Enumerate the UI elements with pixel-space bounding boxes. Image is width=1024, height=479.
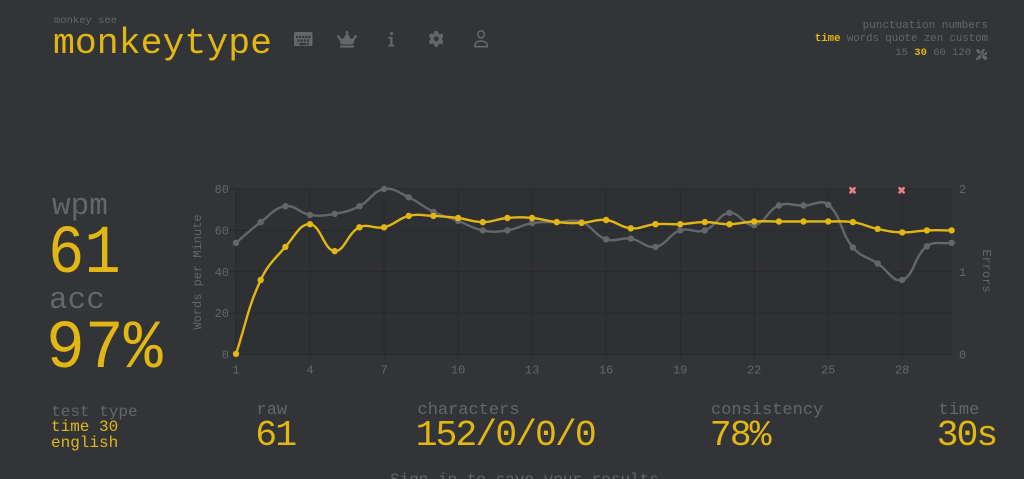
- svg-text:28: 28: [895, 364, 909, 378]
- svg-text:0: 0: [222, 349, 229, 363]
- svg-text:40: 40: [215, 266, 229, 280]
- svg-text:80: 80: [215, 183, 229, 197]
- svg-text:1: 1: [959, 266, 966, 280]
- svg-text:7: 7: [380, 364, 387, 378]
- svg-text:25: 25: [821, 364, 835, 378]
- svg-text:4: 4: [306, 364, 313, 378]
- svg-text:10: 10: [451, 364, 465, 378]
- svg-text:60: 60: [215, 224, 229, 238]
- svg-text:2: 2: [959, 183, 966, 197]
- svg-text:1: 1: [232, 364, 239, 378]
- svg-text:22: 22: [747, 364, 761, 378]
- svg-text:16: 16: [599, 364, 613, 378]
- svg-text:19: 19: [673, 364, 687, 378]
- svg-text:Words per Minute: Words per Minute: [191, 214, 205, 329]
- svg-text:Errors: Errors: [979, 249, 993, 292]
- svg-text:0: 0: [959, 349, 966, 363]
- svg-text:20: 20: [215, 307, 229, 321]
- svg-text:13: 13: [525, 364, 539, 378]
